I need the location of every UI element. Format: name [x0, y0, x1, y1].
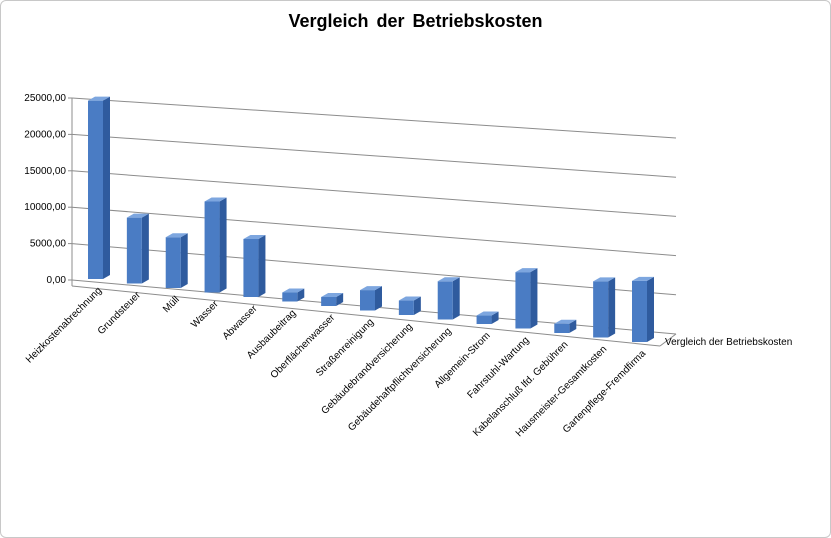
bar — [437, 277, 460, 320]
bar-top — [593, 277, 616, 282]
bar-front — [593, 281, 609, 338]
bar — [204, 197, 227, 293]
category-label: Wasser — [189, 298, 221, 330]
bar-side — [647, 276, 654, 342]
bar-top — [126, 213, 149, 218]
bar — [398, 296, 421, 315]
bar-front — [282, 292, 298, 302]
category-label: Heizkostenabrechnung — [24, 285, 104, 365]
category-label: Gebäudebrandversicherung — [320, 321, 415, 416]
bar — [554, 319, 577, 333]
bar-side — [258, 234, 266, 297]
bar — [593, 277, 616, 338]
bar-side — [219, 197, 227, 293]
bar — [126, 213, 149, 284]
bar-front — [321, 296, 337, 306]
bar-side — [103, 96, 110, 279]
bar-side — [608, 277, 616, 338]
bar — [632, 276, 654, 342]
y-tick-label: 20000,00 — [24, 129, 66, 140]
bar-side — [297, 288, 305, 302]
y-tick-label: 0,00 — [47, 275, 67, 286]
bar-front — [126, 217, 142, 284]
bar-front — [204, 201, 220, 293]
chart-title: Vergleich der Betriebskosten — [288, 11, 543, 31]
bar — [88, 96, 110, 279]
bar-front — [165, 237, 181, 288]
bar-top — [632, 276, 654, 281]
bar-front — [398, 300, 414, 315]
series-label-group: Vergleich der Betriebskosten — [665, 337, 792, 348]
y-tick-label: 25000,00 — [24, 93, 66, 104]
bar-top — [243, 234, 266, 239]
bar-top — [515, 268, 538, 273]
category-label: Abwasser — [221, 303, 260, 342]
bar-front — [476, 315, 492, 324]
y-tick-label: 10000,00 — [24, 202, 66, 213]
grid-line — [71, 133, 677, 178]
category-label: Hausmeister-Gesamtkosten — [514, 344, 609, 439]
bar-front — [515, 272, 531, 329]
bar-front — [360, 290, 375, 311]
bar-top — [476, 311, 499, 316]
grid-lines — [68, 97, 677, 347]
y-tick-labels: 0,00 5000,00 10000,00 15000,00 20000,00 25000… — [24, 93, 66, 286]
bar-side — [491, 311, 499, 324]
bar-front — [88, 100, 103, 279]
series-label: Vergleich der Betriebskosten — [665, 337, 792, 348]
bar-front — [632, 280, 647, 342]
bar — [515, 268, 538, 329]
bar — [282, 288, 305, 302]
bar-front — [437, 281, 453, 320]
bar-top — [360, 286, 382, 291]
category-label: Grundsteuer — [96, 289, 144, 337]
bar — [321, 292, 344, 306]
bar-top — [165, 233, 188, 238]
floor-edge — [71, 285, 661, 347]
bar-top — [554, 319, 577, 324]
bar — [360, 286, 382, 311]
bar-side — [413, 296, 421, 315]
y-tick-label: 15000,00 — [24, 166, 66, 177]
bar-top — [88, 96, 110, 101]
bar-side — [530, 268, 538, 329]
bar-side — [452, 277, 460, 320]
y-tick-label: 5000,00 — [30, 239, 67, 250]
category-label: Gartenpflege-Fremdfirma — [561, 348, 648, 435]
grid-line — [71, 170, 677, 217]
bar-front — [554, 323, 570, 333]
bar-top — [321, 292, 344, 297]
grid-line — [71, 97, 677, 139]
floor-right-edge — [659, 333, 677, 347]
bar-top — [437, 277, 460, 282]
bar — [243, 234, 266, 297]
bar — [165, 233, 188, 288]
bar-side — [141, 213, 149, 284]
bar — [476, 311, 499, 324]
category-label: Müll — [161, 294, 182, 315]
bar-top — [282, 288, 305, 293]
bar-side — [180, 233, 188, 288]
grid-line — [71, 206, 677, 257]
bar-side — [569, 319, 577, 333]
bars — [88, 96, 654, 342]
bar-top — [204, 197, 227, 202]
bar-front — [243, 238, 259, 297]
bar-side — [336, 292, 344, 306]
bar-top — [398, 296, 421, 301]
bar-side — [375, 286, 382, 311]
